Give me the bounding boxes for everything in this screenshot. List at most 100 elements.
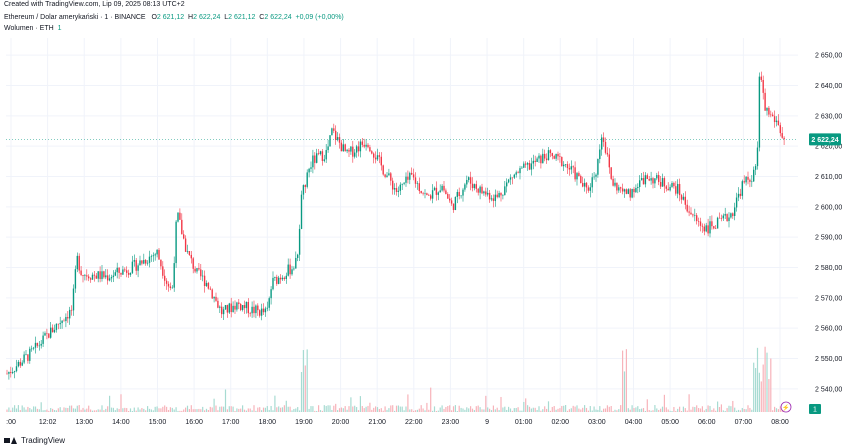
candle-body: [245, 301, 248, 309]
volume-bar: [623, 371, 626, 412]
volume-bar: [205, 408, 208, 412]
candle-body: [72, 288, 75, 311]
candle-body: [308, 168, 310, 173]
volume-bar: [625, 349, 627, 412]
candle-body: [373, 153, 375, 158]
candle-body: [86, 275, 88, 277]
tradingview-logo-icon: [4, 437, 18, 444]
volume-bar: [69, 405, 71, 412]
volume-bar: [631, 405, 633, 412]
volume-bar: [589, 406, 591, 412]
volume-bar: [637, 406, 639, 412]
candle-body: [420, 191, 422, 194]
candle-body: [559, 156, 561, 157]
volume-bar: [103, 410, 105, 412]
volume-bar: [266, 406, 268, 412]
volume-bar: [236, 408, 238, 412]
candle-body: [694, 215, 696, 216]
candle-body: [253, 306, 255, 314]
volume-bars: [6, 346, 785, 412]
candle-body: [55, 323, 58, 330]
candle-body: [661, 178, 664, 187]
volume-bar: [713, 408, 715, 412]
volume-bar: [447, 405, 449, 412]
high-label: H: [188, 14, 194, 21]
volume-bar: [534, 407, 536, 412]
volume-bar: [593, 406, 595, 412]
volume-bar: [430, 387, 432, 412]
volume-legend[interactable]: Wolumen · ETH 1: [4, 25, 61, 32]
candle-body: [707, 225, 709, 234]
candle-body: [447, 194, 449, 199]
candle-body: [576, 173, 578, 180]
candle-body: [705, 225, 707, 232]
volume-bar: [722, 410, 724, 412]
volume-bar: [397, 405, 399, 412]
volume-bar: [207, 409, 209, 412]
volume-bar: [204, 410, 206, 412]
candle-body: [63, 320, 65, 322]
volume-bar: [551, 406, 553, 412]
high-value: 2 622,24: [193, 14, 221, 21]
candle-body: [148, 256, 151, 263]
volume-bar: [10, 410, 12, 412]
volume-bar: [479, 407, 481, 412]
candle-body: [186, 251, 189, 252]
volume-bar: [639, 409, 641, 412]
candle-body: [602, 137, 605, 142]
volume-bar: [371, 409, 373, 412]
candle-body: [593, 176, 595, 178]
candle-body: [222, 309, 225, 315]
volume-bar: [365, 406, 367, 412]
volume-bar: [601, 410, 603, 412]
candle-body: [553, 156, 555, 159]
candle-body: [236, 302, 238, 310]
footer-brand[interactable]: TradingView: [4, 436, 65, 445]
price-axis: 2 540,00 2 550,00 2 560,00 2 570,00 2 580,00…: [815, 53, 842, 394]
candle-body: [779, 125, 781, 134]
volume-bar: [173, 409, 175, 412]
volume-bar: [350, 397, 352, 412]
volume-bar: [633, 408, 635, 412]
candle-body: [384, 174, 386, 177]
volume-bar: [606, 405, 608, 412]
candle-body: [414, 177, 417, 184]
volume-bar: [409, 409, 411, 412]
volume-bar: [160, 408, 162, 412]
candle-body: [15, 366, 18, 372]
candle-body: [437, 192, 439, 195]
volume-bar: [52, 408, 54, 412]
candle-body: [118, 267, 120, 273]
candle-body: [126, 270, 128, 273]
volume-bar: [295, 408, 297, 412]
candle-body: [338, 137, 341, 143]
volume-bar: [285, 400, 287, 412]
candle-body: [490, 198, 493, 200]
volume-bar: [274, 395, 276, 412]
candle-body: [13, 371, 16, 373]
candle-body: [249, 313, 251, 314]
candle-body: [6, 373, 8, 375]
candle-body: [167, 283, 170, 287]
candle-body: [690, 212, 692, 215]
volume-bar: [736, 410, 738, 412]
volume-bar: [209, 406, 211, 412]
volume-bar: [53, 410, 56, 412]
grid-lines: [6, 38, 798, 412]
volume-bar: [342, 408, 344, 412]
candle-body: [709, 221, 711, 234]
volume-bar: [150, 409, 152, 412]
volume-bar: [595, 409, 597, 412]
volume-bar: [466, 407, 468, 412]
candle-body: [257, 305, 259, 311]
candle-body: [635, 187, 637, 193]
volume-bar: [705, 408, 707, 412]
symbol-legend[interactable]: Ethereum / Dolar amerykański · 1 · BINAN…: [4, 14, 344, 21]
candle-body: [262, 308, 265, 313]
volume-bar: [578, 408, 580, 412]
volume-bar: [428, 409, 430, 412]
candle-body: [652, 178, 654, 184]
volume-bar: [61, 410, 63, 412]
volume-bar: [139, 409, 141, 412]
volume-bar: [477, 405, 479, 412]
